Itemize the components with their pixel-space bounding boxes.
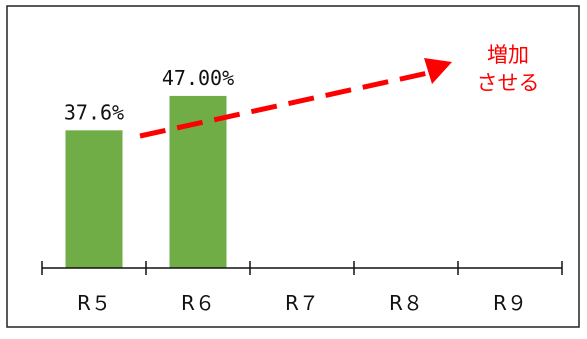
bar: [65, 130, 123, 268]
category-label: R８: [389, 291, 423, 315]
category-label: R７: [285, 291, 319, 315]
increase-arrow-head: [424, 58, 452, 84]
annotation-line-2: させる: [477, 71, 540, 95]
category-label: R６: [181, 291, 215, 315]
tick-group: [41, 261, 563, 275]
data-label-group: 37.6% 47.00%: [64, 66, 234, 124]
trend-arrow: [139, 58, 452, 139]
category-label: R９: [493, 291, 527, 315]
increase-arrow-line: [139, 70, 429, 139]
category-label-group: R５ R６ R７ R８ R９: [77, 291, 527, 315]
data-label: 37.6%: [64, 100, 124, 124]
annotation-line-1: 増加: [487, 43, 529, 67]
data-label: 47.00%: [162, 66, 234, 90]
category-label: R５: [77, 291, 111, 315]
